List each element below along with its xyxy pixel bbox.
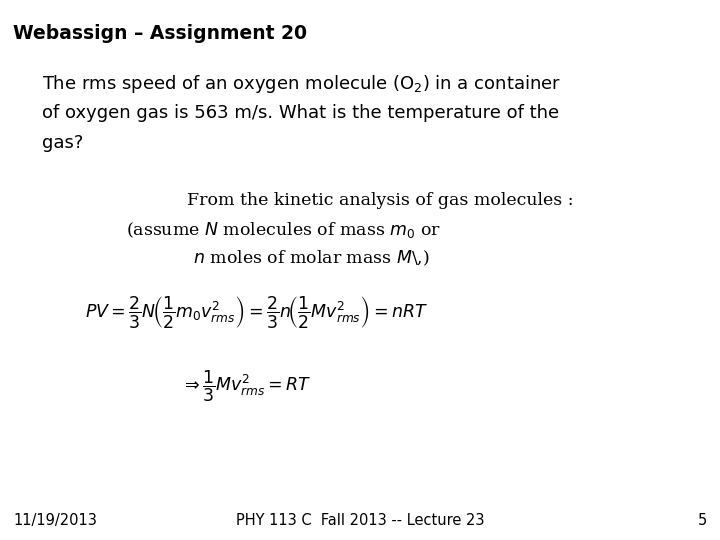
Text: From the kinetic analysis of gas molecules :: From the kinetic analysis of gas molecul… — [187, 192, 574, 208]
Text: PHY 113 C  Fall 2013 -- Lecture 23: PHY 113 C Fall 2013 -- Lecture 23 — [235, 513, 485, 528]
Text: of oxygen gas is 563 m/s. What is the temperature of the: of oxygen gas is 563 m/s. What is the te… — [42, 104, 559, 122]
Text: 11/19/2013: 11/19/2013 — [13, 513, 96, 528]
Text: $PV = \dfrac{2}{3}N\!\left(\dfrac{1}{2}m_0 v^2_{rms}\right) = \dfrac{2}{3}n\!\le: $PV = \dfrac{2}{3}N\!\left(\dfrac{1}{2}m… — [85, 294, 428, 330]
Text: $n$ moles of molar mass $M$\,): $n$ moles of molar mass $M$\,) — [193, 248, 430, 268]
Text: The rms speed of an oxygen molecule (O$_2$) in a container: The rms speed of an oxygen molecule (O$_… — [42, 73, 561, 95]
Text: 5: 5 — [698, 513, 707, 528]
Text: $\Rightarrow \dfrac{1}{3}Mv^2_{rms} = RT$: $\Rightarrow \dfrac{1}{3}Mv^2_{rms} = RT… — [181, 368, 312, 404]
Text: gas?: gas? — [42, 134, 83, 152]
Text: Webassign – Assignment 20: Webassign – Assignment 20 — [13, 24, 307, 43]
Text: (assume $N$ molecules of mass $m_0$ or: (assume $N$ molecules of mass $m_0$ or — [126, 220, 441, 240]
